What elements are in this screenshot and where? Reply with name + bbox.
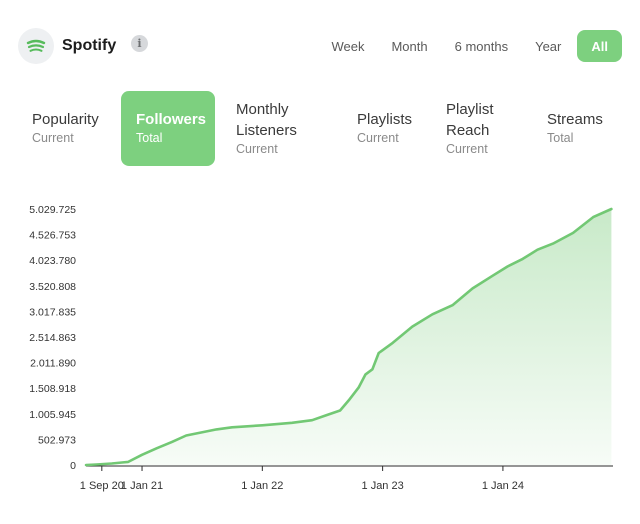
x-tick-label: 1 Sep 20 — [80, 480, 124, 492]
x-axis: 1 Sep 201 Jan 21 1 Jan 22 1 Jan 23 1 Jan 24 — [80, 465, 613, 492]
tab-followers[interactable]: Followers Total — [121, 91, 215, 166]
header: Spotify i Week Month 6 months Year All — [0, 0, 640, 90]
tab-label: Playlists — [357, 111, 413, 128]
tab-sublabel: Total — [136, 131, 163, 145]
tab-playlist-reach[interactable]: Playlist Reach Current — [446, 99, 494, 174]
y-tick-label: 502.973 — [38, 434, 76, 446]
tab-playlists[interactable]: Playlists Current — [357, 109, 412, 184]
y-tick-label: 4.526.753 — [29, 230, 76, 242]
brand-name: Spotify — [62, 37, 117, 54]
y-tick-label: 1.508.918 — [29, 383, 76, 395]
followers-chart: 0 502.973 1.005.945 1.508.918 2.011.890 2.514… — [29, 204, 613, 492]
y-tick-label: 2.514.863 — [29, 332, 76, 344]
tab-label-line-1: Monthly — [236, 101, 289, 118]
tab-label-line-1: Playlist — [446, 101, 494, 118]
y-tick-label: 3.017.835 — [29, 306, 76, 318]
tab-sublabel: Current — [236, 142, 278, 156]
range-selector: Week Month 6 months Year All — [315, 30, 622, 62]
tab-label: Followers — [136, 111, 207, 128]
x-tick-label: 1 Jan 22 — [241, 480, 283, 492]
y-tick-label: 0 — [70, 460, 76, 472]
range-month[interactable]: Month — [391, 38, 428, 54]
tab-sublabel: Total — [547, 131, 574, 145]
tab-sublabel: Current — [446, 142, 488, 156]
x-tick-label: 1 Jan 23 — [362, 480, 404, 492]
y-tick-label: 3.520.808 — [29, 281, 76, 293]
metric-tabs: Popularity Current Followers Total Month… — [0, 90, 640, 166]
spotify-logo-icon — [18, 28, 54, 64]
y-tick-label: 4.023.780 — [29, 255, 76, 267]
followers-area — [86, 209, 612, 465]
followers-line — [84, 207, 613, 467]
tab-label: Popularity — [32, 111, 99, 128]
y-tick-label: 5.029.725 — [29, 204, 76, 216]
range-all[interactable]: All — [577, 30, 622, 62]
x-tick-label: 1 Jan 21 — [121, 480, 163, 492]
y-tick-label: 2.011.890 — [30, 358, 76, 370]
range-week[interactable]: Week — [331, 38, 365, 54]
tab-sublabel: Current — [357, 131, 399, 145]
tab-label: Streams — [547, 111, 603, 128]
y-tick-label: 1.005.945 — [29, 409, 76, 421]
range-year[interactable]: Year — [535, 38, 562, 54]
tab-streams[interactable]: Streams Total — [547, 109, 603, 184]
info-icon[interactable]: i — [131, 35, 148, 52]
tab-label-line-2: Reach — [446, 122, 490, 139]
tab-label-line-2: Listeners — [236, 122, 297, 139]
brand: Spotify — [18, 28, 116, 64]
tab-sublabel: Current — [32, 131, 74, 145]
x-tick-label: 1 Jan 24 — [482, 480, 524, 492]
tab-monthly-listeners[interactable]: Monthly Listeners Current — [236, 99, 297, 174]
tab-popularity[interactable]: Popularity Current — [32, 109, 99, 184]
range-6-months[interactable]: 6 months — [454, 38, 509, 54]
y-axis-ticks: 0 502.973 1.005.945 1.508.918 2.011.890 2.514… — [29, 204, 76, 472]
